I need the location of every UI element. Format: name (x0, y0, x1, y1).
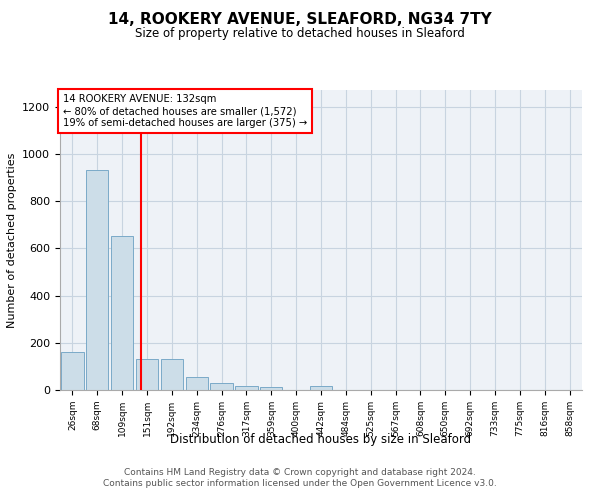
Text: Contains HM Land Registry data © Crown copyright and database right 2024.
Contai: Contains HM Land Registry data © Crown c… (103, 468, 497, 487)
Bar (136, 360, 158, 390)
Text: Distribution of detached houses by size in Sleaford: Distribution of detached houses by size … (170, 432, 472, 446)
Bar (86, 170, 109, 390)
Bar (211, 383, 233, 390)
Bar (260, 387, 283, 390)
Text: 14 ROOKERY AVENUE: 132sqm
← 80% of detached houses are smaller (1,572)
19% of se: 14 ROOKERY AVENUE: 132sqm ← 80% of detac… (62, 94, 307, 128)
Bar (111, 236, 133, 390)
Bar (161, 360, 183, 390)
Bar (185, 377, 208, 390)
Bar (61, 352, 83, 390)
Y-axis label: Number of detached properties: Number of detached properties (7, 152, 17, 328)
Text: 14, ROOKERY AVENUE, SLEAFORD, NG34 7TY: 14, ROOKERY AVENUE, SLEAFORD, NG34 7TY (108, 12, 492, 28)
Text: Size of property relative to detached houses in Sleaford: Size of property relative to detached ho… (135, 28, 465, 40)
Bar (310, 386, 332, 390)
Bar (235, 386, 257, 390)
